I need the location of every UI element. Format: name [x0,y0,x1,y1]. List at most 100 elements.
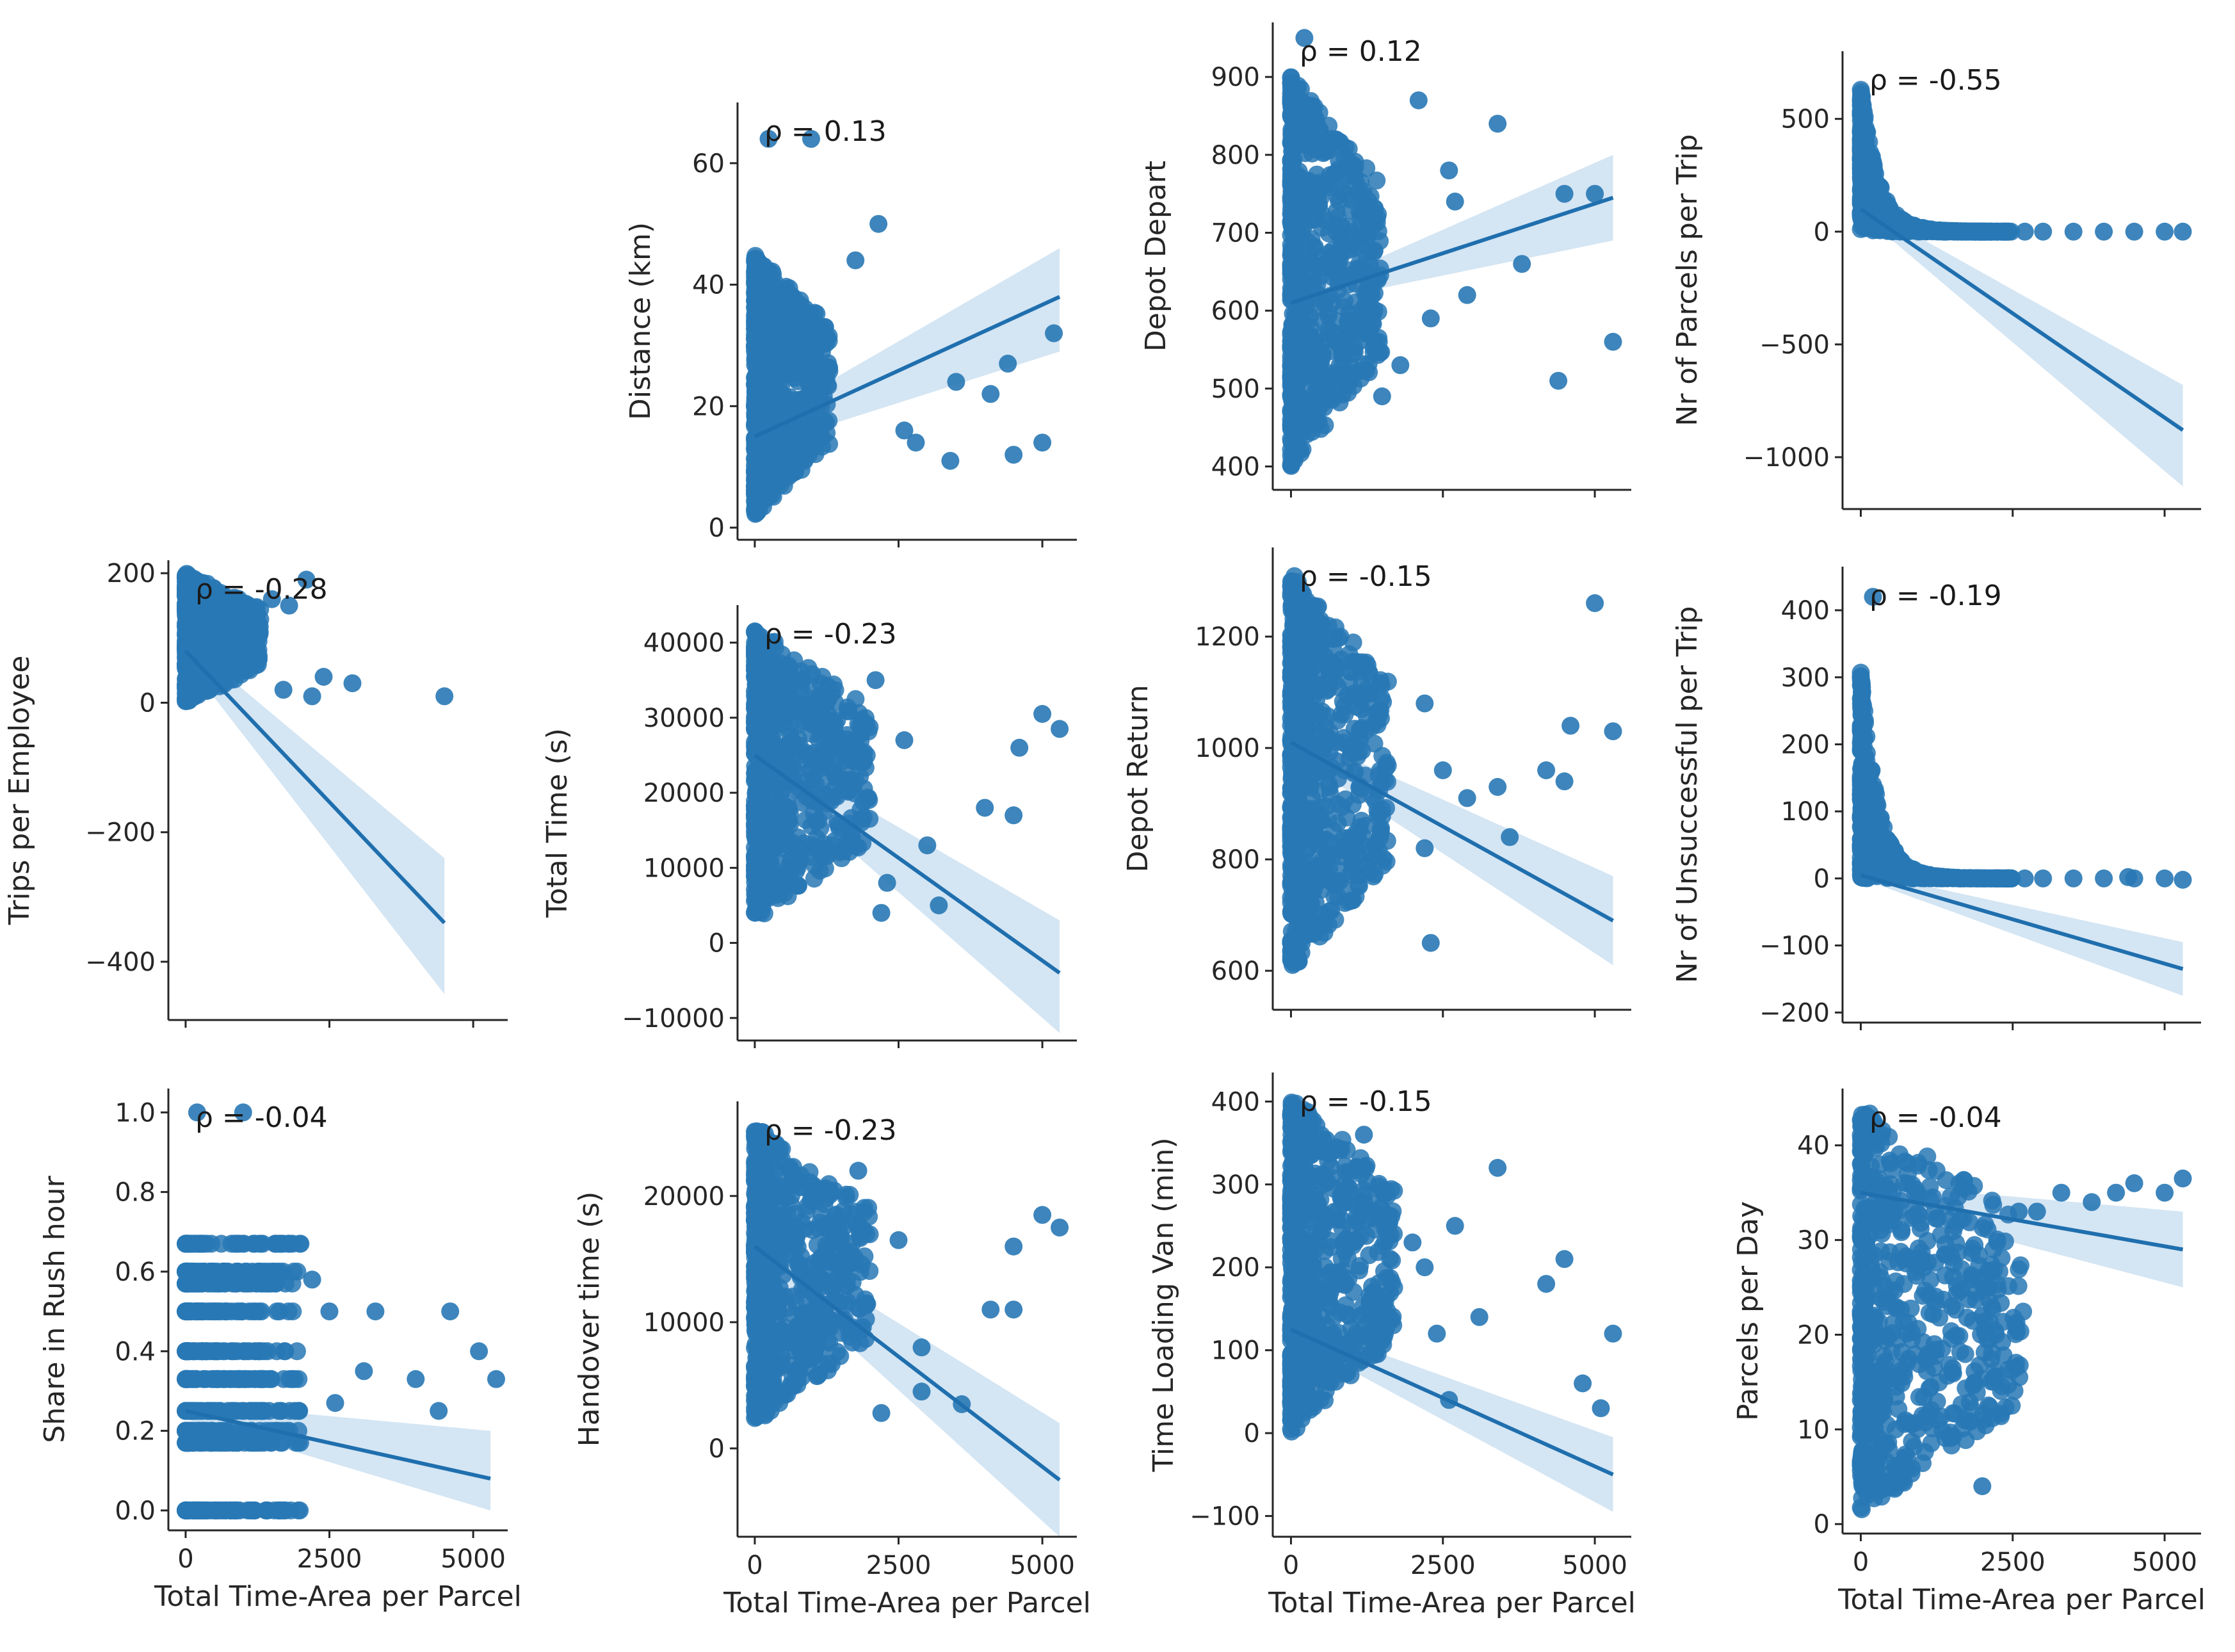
y-axis-title: Total Time (s) [541,728,574,918]
data-point [976,798,994,817]
data-point [747,436,766,454]
data-point [1045,324,1063,343]
data-point [1296,636,1314,655]
data-point [1501,828,1519,846]
rho-annotation: ρ = 0.13 [764,115,887,148]
y-axis-title: Nr of Unsuccessful per Trip [1671,606,1704,984]
data-point [827,768,845,786]
data-point [1327,733,1345,752]
data-point [1328,209,1347,227]
data-point [895,421,914,440]
rho-annotation: ρ = -0.19 [1869,579,2002,612]
data-point [1416,694,1434,713]
y-tick-label: 20 [692,392,725,421]
data-point [314,668,333,686]
data-point [1335,697,1353,716]
data-point [1343,239,1362,258]
y-tick-label: 800 [1211,845,1260,875]
data-point [834,739,852,757]
data-point [1285,427,1303,446]
data-point [981,385,1000,403]
y-axis-title: Depot Depart [1140,161,1172,352]
data-point [209,636,228,655]
data-point [1313,218,1331,237]
data-point [1856,833,1875,852]
data-point [1323,294,1341,312]
data-point [435,687,454,706]
data-point [767,886,786,904]
data-point [1549,371,1568,390]
rho-annotation: ρ = -0.15 [1300,560,1432,593]
data-point [846,251,865,270]
data-point [1921,867,1940,886]
data-point [343,674,362,693]
data-point [1282,125,1301,143]
data-point [1561,717,1580,735]
y-tick-label: 500 [1211,375,1260,404]
data-point [1308,681,1326,700]
data-point [1288,224,1307,243]
data-point [1284,898,1302,916]
data-point [2174,222,2192,241]
data-point [1353,741,1371,760]
data-point [1344,633,1362,652]
data-point [1364,867,1383,886]
data-point [2034,222,2053,241]
y-tick-label: 700 [1211,219,1260,248]
data-point [941,451,960,470]
point-cluster [1852,81,2021,241]
data-point [801,375,819,393]
data-point [1604,332,1622,351]
data-point [1373,747,1392,765]
data-point [746,623,764,642]
data-point [1327,223,1346,241]
data-point [1284,175,1302,194]
data-point [1363,314,1382,332]
data-point [750,362,768,380]
data-point [769,665,787,683]
data-point [1937,222,1955,241]
data-point [1302,895,1321,913]
data-point [1446,192,1464,211]
data-point [1307,413,1326,431]
data-point [1370,701,1389,720]
data-point [1284,357,1302,375]
data-point [1283,587,1302,606]
data-point [1033,705,1052,723]
data-point [803,747,821,766]
y-tick-label: 40 [692,271,725,300]
data-point [1295,29,1314,47]
data-point [1285,317,1303,336]
data-point [1914,220,1932,238]
data-point [769,794,787,812]
y-tick-label: 1200 [1195,622,1260,652]
data-point [1328,887,1347,906]
data-point [1293,440,1312,458]
data-point [1433,761,1452,779]
data-point [1282,452,1301,471]
data-point [1319,810,1337,829]
data-point [895,731,914,749]
data-point [746,848,764,866]
data-point [1302,599,1321,617]
data-point [1010,738,1029,757]
data-point [1555,184,1574,203]
data-point [1458,789,1476,807]
data-point [1956,869,1974,887]
data-point [793,347,812,366]
data-point [1360,684,1379,703]
data-point [1351,663,1370,681]
y-tick-label: 800 [1211,141,1260,170]
y-tick-label: 0 [1814,864,1830,894]
data-point [1350,721,1369,739]
data-point [766,313,785,332]
data-point [1283,80,1302,99]
data-point [804,839,823,857]
data-point [1853,692,1871,711]
y-tick-label: 60 [692,149,725,179]
rho-annotation: ρ = 0.12 [1300,35,1422,68]
data-point [184,688,203,706]
